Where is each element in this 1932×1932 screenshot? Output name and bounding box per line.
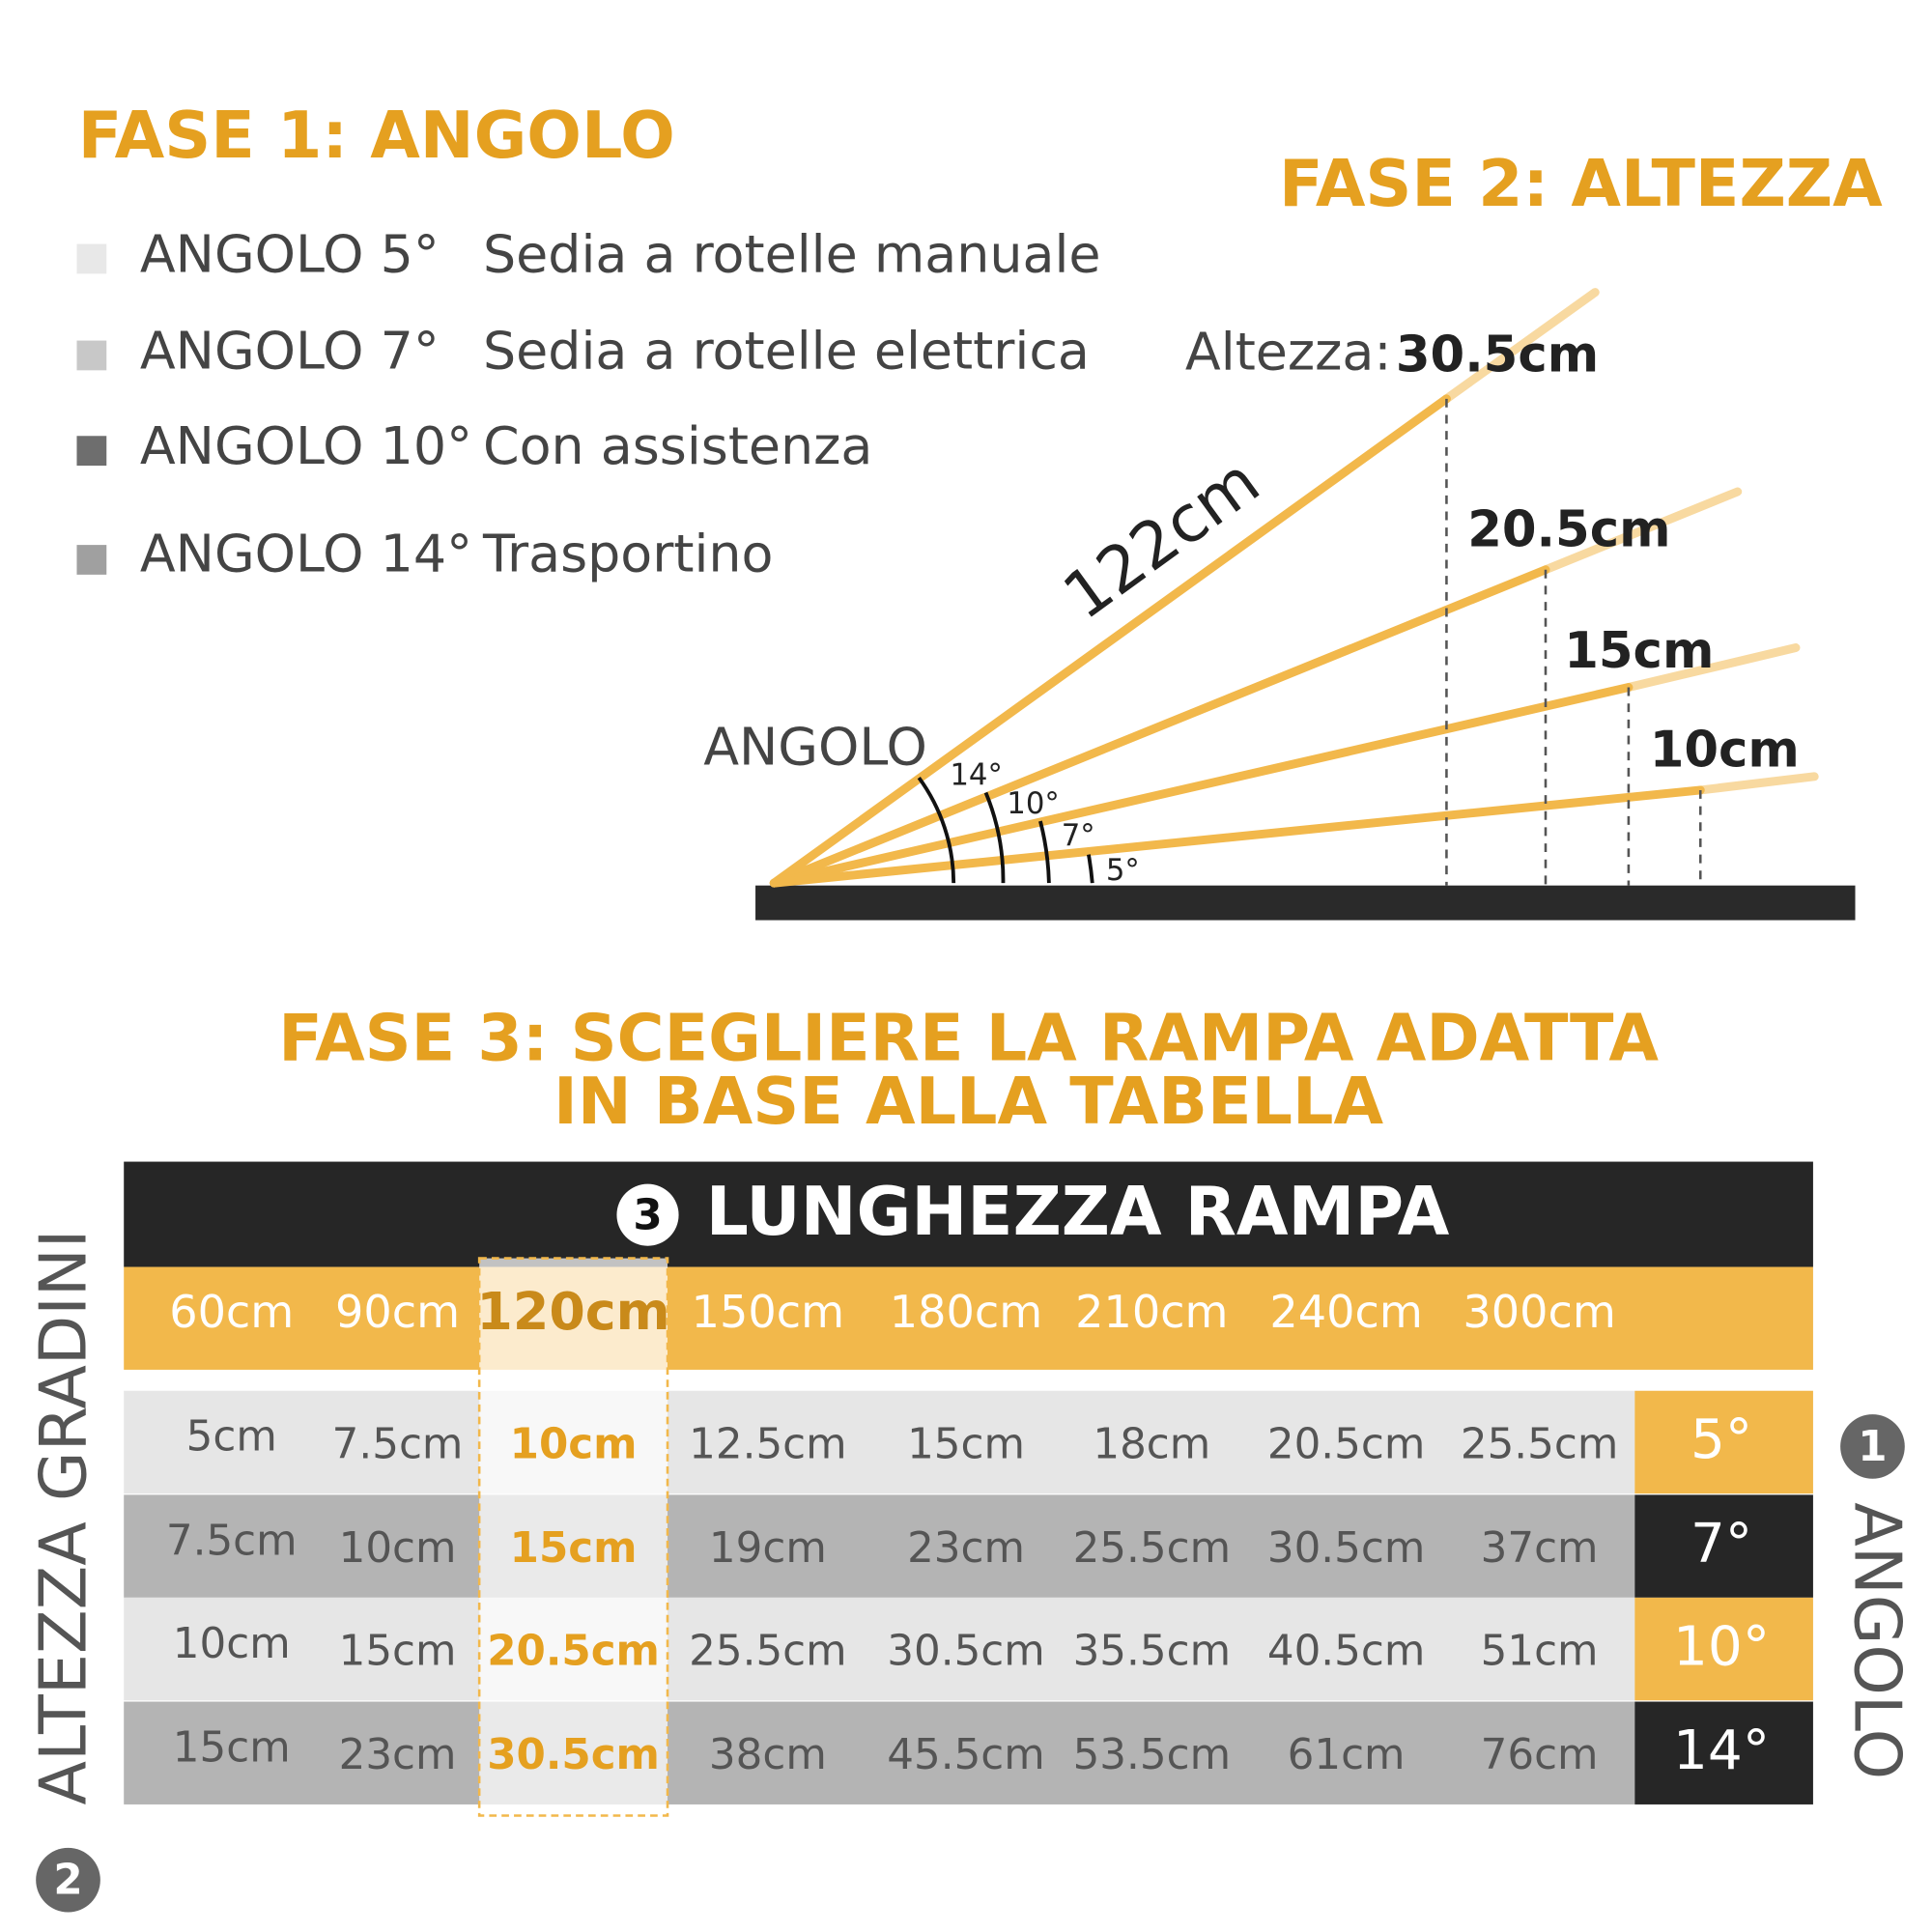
legend-use: Con assistenza xyxy=(483,415,872,476)
table-cell: 20.5cm xyxy=(1267,1420,1425,1468)
angle-cell xyxy=(1634,1597,1813,1701)
table-cell: 10cm xyxy=(339,1524,457,1573)
angle-value: 7° xyxy=(1690,1513,1752,1576)
legend-angle: ANGOLO 7° xyxy=(140,320,440,381)
column-label: 150cm xyxy=(692,1286,844,1338)
angle-cell xyxy=(1634,1701,1813,1804)
table-row xyxy=(124,1390,1635,1494)
table-cell: 20.5cm xyxy=(487,1628,660,1676)
angle-cell xyxy=(1634,1494,1813,1598)
angle-value: 14° xyxy=(1673,1719,1770,1782)
badge-number: 2 xyxy=(53,1857,82,1905)
column-label: 180cm xyxy=(890,1286,1042,1338)
table-cell: 5cm xyxy=(186,1413,277,1462)
table-cell: 15cm xyxy=(907,1420,1025,1468)
highlight-column xyxy=(477,1257,669,1817)
legend-angle: ANGOLO 5° xyxy=(140,223,440,284)
height-label: Altezza: xyxy=(1185,322,1392,383)
column-label: 120cm xyxy=(476,1281,669,1342)
height: 20.5cm xyxy=(1467,500,1670,558)
height: 10cm xyxy=(1650,721,1800,779)
column-label: 240cm xyxy=(1269,1286,1422,1338)
right-label: ANGOLO xyxy=(1839,1502,1915,1779)
height: 30.5cm xyxy=(1396,327,1599,384)
column-label: 300cm xyxy=(1463,1286,1615,1338)
legend-use: Sedia a rotelle manuale xyxy=(483,223,1101,284)
ramps xyxy=(769,288,1819,888)
table-cell: 53.5cm xyxy=(1073,1731,1231,1779)
angle: 10° xyxy=(1007,786,1060,821)
table-cell: 12.5cm xyxy=(689,1420,846,1468)
table-cell: 23cm xyxy=(907,1524,1025,1573)
table-cell: 23cm xyxy=(339,1731,457,1779)
angle: 5° xyxy=(1106,853,1140,888)
table-cell: 7.5cm xyxy=(166,1517,298,1565)
angle-arcs xyxy=(917,776,1094,884)
table-cell: 76cm xyxy=(1481,1731,1599,1779)
column-label: 210cm xyxy=(1075,1286,1228,1338)
left-label: ALTEZZA GRADINI xyxy=(26,1230,101,1805)
fase1-title: FASE 1: ANGOLO xyxy=(78,98,675,173)
table-header xyxy=(124,1161,1813,1267)
table-cell: 51cm xyxy=(1481,1628,1599,1676)
table-cell: 61cm xyxy=(1288,1731,1406,1779)
ground xyxy=(755,885,1856,921)
legend-use: Sedia a rotelle elettrica xyxy=(483,320,1090,381)
table-cell: 15cm xyxy=(339,1628,457,1676)
badge xyxy=(36,1847,100,1913)
fase2-title: FASE 2: ALTEZZA xyxy=(1279,146,1883,221)
angle-value: 5° xyxy=(1690,1408,1752,1471)
legend-angle: ANGOLO 14° xyxy=(140,524,472,584)
legend-swatch xyxy=(76,340,107,371)
table-row xyxy=(124,1701,1635,1804)
table-cell: 45.5cm xyxy=(887,1731,1044,1779)
height: 15cm xyxy=(1564,622,1714,680)
badge-number: 3 xyxy=(633,1191,662,1239)
column-label: 90cm xyxy=(335,1286,460,1338)
legend-use: Trasportino xyxy=(482,524,773,584)
table-cell: 30.5cm xyxy=(887,1628,1044,1676)
badge-number: 1 xyxy=(1858,1423,1887,1471)
table-cell: 35.5cm xyxy=(1073,1628,1231,1676)
fase3-title: IN BASE ALLA TABELLA xyxy=(554,1064,1383,1139)
table-row xyxy=(124,1597,1635,1701)
table-cell: 15cm xyxy=(510,1524,638,1573)
table-row xyxy=(124,1494,1635,1598)
table-cell: 18cm xyxy=(1093,1420,1210,1468)
angle: 14° xyxy=(950,757,1003,792)
column-header xyxy=(124,1266,1813,1370)
table-cell: 37cm xyxy=(1481,1524,1599,1573)
badge xyxy=(616,1183,679,1246)
table-cell: 15cm xyxy=(173,1724,291,1773)
legend-swatch xyxy=(76,436,107,467)
angle-label: ANGOLO xyxy=(703,717,927,778)
table-cell: 19cm xyxy=(709,1524,827,1573)
angle: 7° xyxy=(1062,818,1095,853)
table-cell: 25.5cm xyxy=(1461,1420,1618,1468)
table-cell: 25.5cm xyxy=(689,1628,846,1676)
table-cell: 7.5cm xyxy=(332,1420,464,1468)
table-cell: 25.5cm xyxy=(1073,1524,1231,1573)
angle-value: 10° xyxy=(1673,1615,1770,1678)
table-title: LUNGHEZZA RAMPA xyxy=(706,1174,1450,1251)
angle-cell xyxy=(1634,1390,1813,1494)
table-cell: 38cm xyxy=(709,1731,827,1779)
fase3-title: FASE 3: SCEGLIERE LA RAMPA ADATTA xyxy=(278,1001,1659,1076)
table-cell: 40.5cm xyxy=(1267,1628,1425,1676)
table-cell: 10cm xyxy=(510,1420,638,1468)
legend-swatch xyxy=(76,545,107,575)
legend-swatch xyxy=(76,243,107,274)
table-cell: 30.5cm xyxy=(1267,1524,1425,1573)
table-cell: 10cm xyxy=(173,1620,291,1668)
height-guides xyxy=(1445,398,1702,886)
table-cell: 30.5cm xyxy=(487,1731,660,1779)
badge xyxy=(1840,1414,1905,1479)
legend-angle: ANGOLO 10° xyxy=(140,415,472,476)
column-label: 60cm xyxy=(169,1286,294,1338)
